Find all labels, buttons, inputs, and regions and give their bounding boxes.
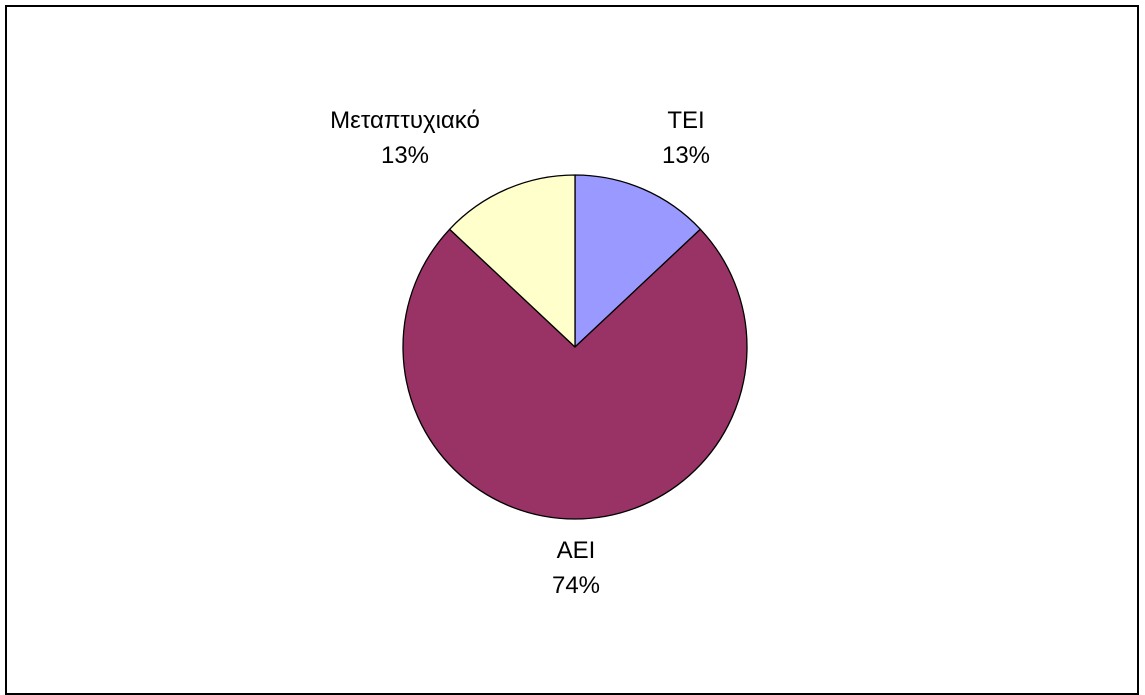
slice-label-percent: 13% [662, 142, 710, 169]
pie-slice-2 [402, 228, 748, 520]
slice-label-name: Μεταπτυχιακό [330, 107, 480, 134]
slice-label-name: ΑΕΙ [557, 537, 596, 564]
pie-labels: ΤΕΙ 13% ΑΕΙ 74% Μεταπτυχιακό 13% [330, 107, 710, 599]
slice-label-percent: 74% [552, 572, 600, 599]
pie-slice-1 [574, 174, 702, 348]
slice-label-percent: 13% [381, 142, 429, 169]
pie-slice-3 [448, 174, 576, 348]
slice-label-name: ΤΕΙ [667, 107, 704, 134]
pie-slices [402, 174, 748, 520]
